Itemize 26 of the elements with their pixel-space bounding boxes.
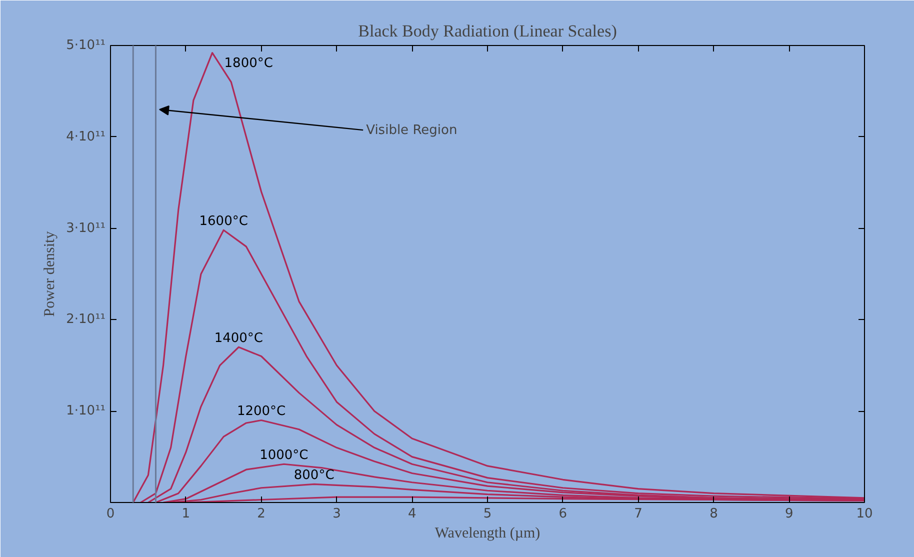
y-tick-label: 4·10¹¹ [66, 129, 106, 144]
x-tick-label: 6 [558, 506, 568, 522]
x-tick-label: 8 [710, 506, 718, 522]
x-tick-label: 2 [257, 506, 266, 522]
x-tick-label: 1 [182, 506, 190, 522]
series-label: 1600°C [199, 214, 248, 230]
y-tick-label: 1·10¹¹ [66, 404, 106, 419]
x-axis-title: Wavelength (µm) [434, 526, 540, 542]
x-tick-label: 7 [634, 506, 642, 522]
x-tick-label: 9 [784, 506, 794, 522]
x-tick-label: 10 [856, 506, 873, 522]
series-label: 1200°C [236, 404, 286, 420]
x-tick-label: 5 [483, 506, 492, 522]
y-tick-label: 2·10¹¹ [66, 312, 106, 328]
chart-title: Black Body Radiation (Linear Scales) [358, 22, 617, 40]
x-tick-label: 4 [408, 506, 416, 522]
y-axis-title: Power density [42, 230, 58, 317]
series-label: 800°C [294, 468, 334, 484]
y-tick-label: 3·10¹¹ [66, 220, 106, 236]
annotation: Visible Region [366, 123, 458, 138]
series-label: 1000°C [260, 448, 308, 464]
y-tick-label: 5·10¹¹ [66, 38, 106, 53]
x-tick-label: 0 [106, 506, 115, 522]
series-label: 1800°C [224, 56, 273, 71]
series-label: 1400°C [214, 331, 264, 346]
x-tick-label: 3 [332, 506, 341, 522]
